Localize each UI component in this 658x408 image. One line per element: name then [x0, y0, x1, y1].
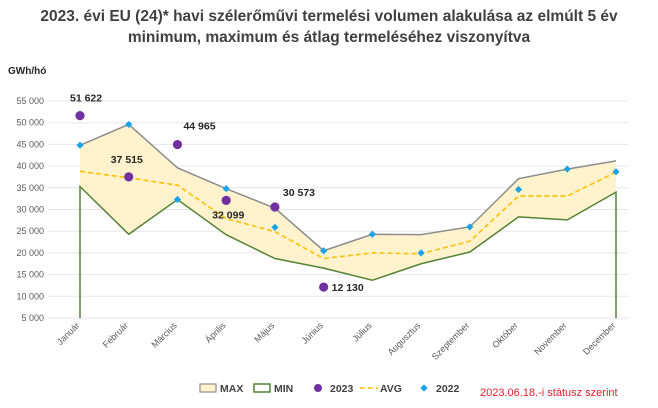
legend: MAX MIN 2023 AVG 2022 [199, 383, 460, 395]
avg-series-line [79, 170, 617, 260]
y-axis-unit-label: GWh/hó [8, 66, 46, 77]
y-tick-label: 5 000 [21, 313, 44, 323]
point-2022 [514, 185, 523, 194]
point-2022 [125, 120, 133, 129]
legend-label: AVG [380, 383, 402, 395]
point-2023 [221, 195, 231, 205]
x-tick-label: Október [490, 320, 520, 350]
x-tick-label: Június [300, 320, 326, 346]
max-min-band [80, 124, 616, 281]
y-tick-label: 45 000 [16, 139, 44, 149]
point-2023 [270, 202, 280, 212]
x-tick-label: Február [101, 320, 130, 349]
x-tick-label: December [581, 320, 617, 356]
data-label-2023: 30 573 [283, 187, 315, 199]
x-tick-label: Augusztus [386, 320, 423, 357]
x-tick-label: Március [150, 320, 180, 350]
point-2022 [612, 168, 620, 176]
point-2023 [124, 172, 134, 182]
legend-label: 2023 [330, 383, 354, 395]
point-2023 [75, 111, 85, 121]
legend-label: MIN [274, 383, 293, 395]
point-2023 [172, 139, 183, 150]
max-series-line [79, 123, 617, 252]
legend-swatch-2022 [420, 384, 428, 392]
point-2023 [319, 282, 329, 292]
legend-swatch-2023 [314, 384, 322, 392]
point-2022 [368, 230, 376, 238]
y-tick-label: 30 000 [16, 205, 44, 215]
x-tick-label: Szeptember [430, 320, 471, 361]
point-2022 [271, 223, 279, 231]
point-2022 [222, 185, 230, 193]
data-label-2023: 32 099 [212, 209, 244, 221]
chart-title: 2023. évi EU (24)* havi szélerőművi term… [40, 8, 618, 46]
y-tick-label: 35 000 [16, 183, 44, 193]
legend-swatch-max [199, 383, 217, 393]
x-tick-label: Január [55, 320, 82, 347]
data-label-2023: 44 965 [183, 121, 215, 133]
point-2022 [76, 141, 84, 149]
x-tick-label: Április [203, 320, 228, 345]
y-tick-label: 40 000 [16, 161, 44, 171]
y-tick-label: 15 000 [16, 270, 44, 280]
data-label-2023: 37 515 [111, 154, 143, 166]
legend-label: 2022 [436, 383, 460, 395]
point-2022 [173, 195, 182, 204]
y-tick-label: 10 000 [16, 291, 44, 301]
y-tick-label: 20 000 [16, 248, 44, 258]
point-2022 [563, 165, 571, 173]
legend-label: MAX [220, 383, 243, 395]
point-2022 [466, 223, 474, 231]
x-tick-label: November [532, 320, 568, 356]
x-tick-label: Július [350, 320, 374, 344]
data-label-2023: 12 130 [332, 282, 364, 294]
point-2022 [417, 249, 425, 257]
y-tick-label: 50 000 [16, 118, 44, 128]
status-note: 2023.06.18.-i státusz szerint [480, 387, 618, 399]
y-tick-label: 25 000 [16, 226, 44, 236]
data-label-2023: 51 622 [70, 93, 102, 105]
min-series-line [79, 184, 617, 318]
legend-swatch-min [253, 383, 271, 393]
y-tick-label: 55 000 [16, 96, 44, 106]
point-2022 [320, 247, 328, 255]
x-tick-label: Május [252, 320, 276, 344]
